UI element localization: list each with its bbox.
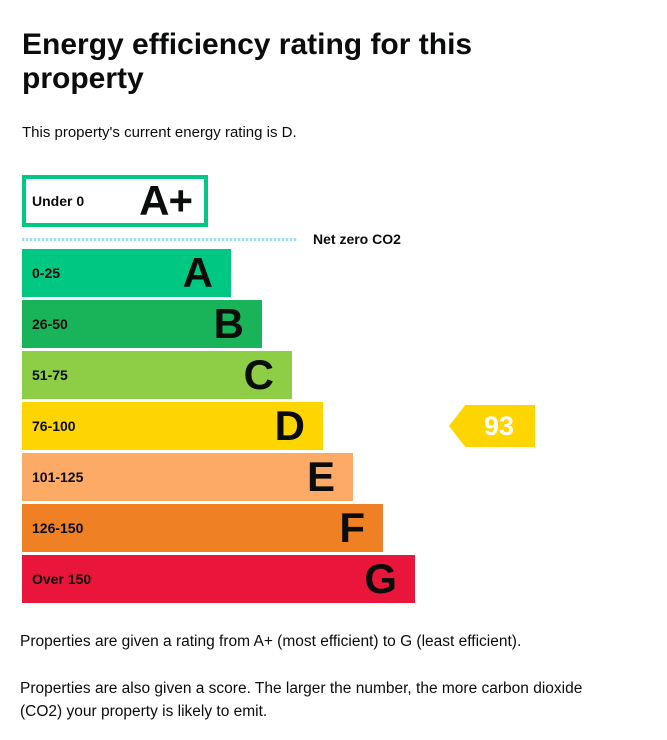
band-e-range: 101-125 (32, 469, 84, 485)
rating-bands: 0-25 A 26-50 B 51-75 C 76-100 D 93 101-1… (22, 249, 642, 603)
net-zero-line (22, 237, 297, 241)
band-a-range: 0-25 (32, 265, 61, 281)
band-b-letter: B (213, 300, 244, 347)
band-b-range: 26-50 (32, 316, 68, 332)
band-g: Over 150 G (22, 555, 415, 603)
band-a-plus-letter: A+ (139, 177, 193, 224)
current-score-marker: 93 (449, 405, 535, 447)
band-c-letter: C (243, 351, 274, 398)
footer-notes: Properties are given a rating from A+ (m… (20, 630, 667, 723)
current-rating-text: This property's current energy rating is… (22, 124, 297, 141)
rating-explanation: Properties are given a rating from A+ (m… (20, 633, 522, 650)
band-g-range: Over 150 (32, 571, 92, 587)
band-d-letter: D (274, 402, 305, 449)
band-c-range: 51-75 (32, 367, 68, 383)
band-c: 51-75 C (22, 351, 292, 399)
band-f: 126-150 F (22, 504, 383, 552)
band-b: 26-50 B (22, 300, 262, 348)
band-d: 76-100 D 93 (22, 402, 535, 450)
band-e: 101-125 E (22, 453, 353, 501)
energy-rating-chart: Under 0 A+ Net zero CO2 0-25 A 26-50 B 5… (22, 175, 642, 603)
band-f-letter: F (339, 504, 365, 551)
energy-rating-page: Energy efficiency rating for this proper… (0, 28, 667, 740)
band-a-plus-range: Under 0 (32, 193, 85, 209)
band-d-range: 76-100 (32, 418, 76, 434)
score-explanation: Properties are also given a score. The l… (20, 680, 583, 720)
net-zero-row: Net zero CO2 (22, 231, 642, 247)
current-score-value: 93 (483, 410, 515, 441)
band-a: 0-25 A (22, 249, 231, 297)
band-a-letter: A (182, 249, 213, 296)
net-zero-label: Net zero CO2 (313, 231, 401, 247)
band-a-plus: Under 0 A+ (22, 175, 208, 227)
band-f-range: 126-150 (32, 520, 84, 536)
band-e-letter: E (306, 453, 335, 500)
band-g-letter: G (364, 555, 397, 602)
page-title: Energy efficiency rating for this proper… (22, 28, 473, 95)
